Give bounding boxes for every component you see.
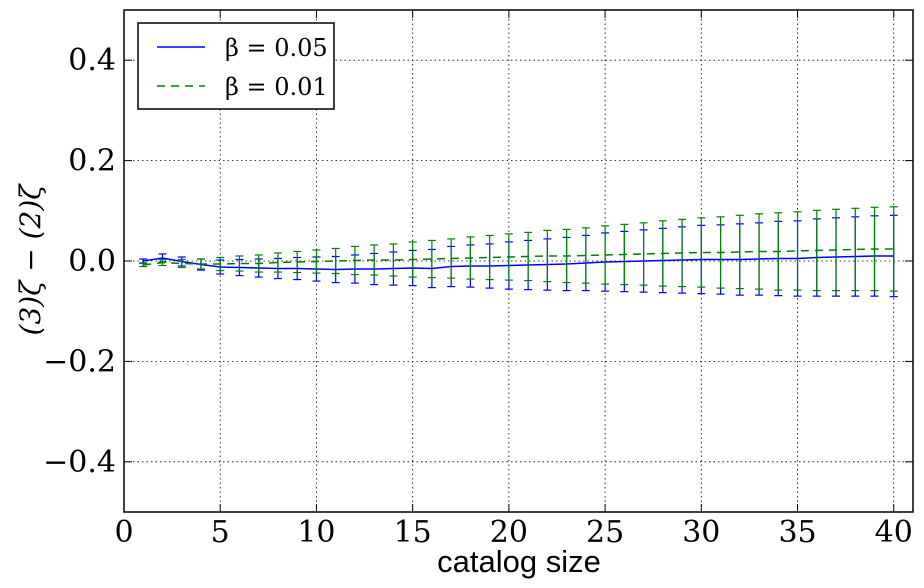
y-tick-label: −0.4 bbox=[43, 445, 116, 480]
data-point bbox=[662, 252, 664, 255]
data-point bbox=[161, 261, 164, 264]
y-axis-label: (3)ζ − (2)ζ bbox=[14, 183, 47, 336]
data-point bbox=[681, 252, 683, 254]
data-point bbox=[488, 256, 491, 259]
data-point bbox=[585, 254, 587, 257]
data-point bbox=[257, 262, 260, 265]
data-point bbox=[142, 260, 145, 262]
legend-label-beta-0.05: β = 0.05 bbox=[225, 34, 328, 62]
data-point bbox=[604, 254, 606, 256]
data-point bbox=[200, 263, 202, 265]
series-line bbox=[143, 255, 894, 271]
x-axis-label: catalog size bbox=[437, 544, 601, 579]
legend-box bbox=[137, 22, 335, 110]
x-tick-label: 10 bbox=[297, 515, 335, 550]
data-point bbox=[546, 255, 549, 257]
data-point bbox=[796, 250, 799, 252]
data-point bbox=[892, 248, 895, 250]
legend: β = 0.05 β = 0.01 bbox=[137, 22, 335, 110]
x-tick-label: 30 bbox=[682, 515, 720, 550]
data-point bbox=[739, 251, 741, 253]
data-point bbox=[623, 253, 626, 256]
data-point bbox=[219, 263, 222, 265]
data-point bbox=[392, 259, 395, 261]
legend-label-beta-0.01: β = 0.01 bbox=[225, 73, 328, 101]
x-tick-label: 25 bbox=[586, 515, 624, 550]
data-point bbox=[334, 260, 337, 262]
data-point bbox=[854, 248, 857, 251]
data-point bbox=[758, 250, 760, 253]
y-tick-label: −0.2 bbox=[43, 344, 116, 379]
x-tick-label: 0 bbox=[114, 515, 133, 550]
data-point bbox=[642, 253, 645, 255]
data-point bbox=[777, 250, 780, 253]
data-point bbox=[238, 262, 241, 265]
x-tick-label: 40 bbox=[875, 515, 913, 550]
data-point bbox=[873, 248, 876, 250]
data-point bbox=[815, 249, 818, 252]
x-tick-label: 15 bbox=[394, 515, 432, 550]
data-point bbox=[373, 259, 375, 261]
data-point bbox=[450, 257, 452, 260]
series-line bbox=[143, 248, 894, 266]
data-point bbox=[431, 258, 433, 260]
data-point bbox=[469, 257, 472, 259]
axis-tick-labels: 0 5 10 15 20 25 30 35 40 −0.4 −0.2 0.0 0.2 0.4 bbox=[43, 43, 913, 550]
data-point bbox=[315, 260, 318, 263]
data-point bbox=[180, 262, 183, 265]
data-point bbox=[508, 256, 510, 258]
y-tick-label: 0.4 bbox=[68, 43, 116, 78]
data-point bbox=[277, 261, 279, 264]
x-tick-label: 5 bbox=[211, 515, 230, 550]
y-tick-label: 0.0 bbox=[68, 244, 116, 279]
data-point bbox=[700, 251, 703, 254]
data-point bbox=[719, 251, 722, 254]
series-1 bbox=[139, 206, 898, 292]
data-point bbox=[296, 261, 298, 263]
series-layer bbox=[139, 206, 898, 298]
data-point bbox=[835, 249, 837, 251]
data-point bbox=[411, 258, 414, 261]
x-tick-label: 35 bbox=[778, 515, 816, 550]
data-point bbox=[354, 259, 356, 262]
series-0 bbox=[139, 214, 898, 298]
data-point bbox=[527, 255, 529, 258]
axis-ticks bbox=[123, 10, 913, 512]
data-point bbox=[142, 264, 145, 266]
data-point bbox=[161, 257, 164, 259]
y-tick-label: 0.2 bbox=[68, 144, 116, 179]
grid bbox=[124, 10, 913, 512]
x-tick-label: 20 bbox=[490, 515, 528, 550]
data-point bbox=[565, 255, 568, 257]
